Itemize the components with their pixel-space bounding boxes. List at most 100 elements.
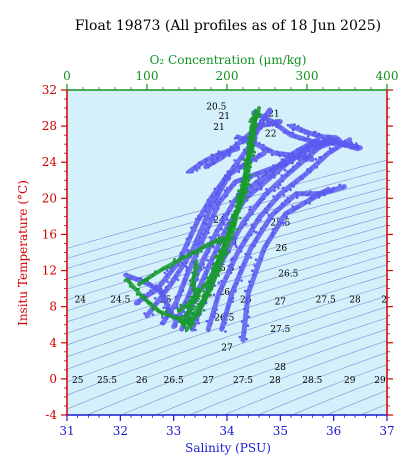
salinity-point [234,243,237,246]
oxygen-point [184,326,187,330]
oxygen-point [147,276,150,279]
salinity-point [299,127,303,130]
salinity-point [198,240,202,243]
salinity-point [331,143,335,146]
salinity-point [189,236,192,239]
salinity-point [273,175,276,179]
density-contour [395,377,417,415]
salinity-point [323,193,326,197]
salinity-point [249,233,253,237]
oxygen-point [227,243,231,247]
oxygen-point [196,295,200,299]
salinity-point [275,211,278,214]
salinity-point [153,297,157,300]
salinity-point [268,203,271,206]
salinity-point [332,148,335,151]
salinity-point [242,156,245,159]
salinity-point [244,238,247,241]
salinity-point [303,173,307,176]
oxygen-point [251,144,254,147]
salinity-point [350,141,353,144]
oxygen-point [202,295,205,298]
density-contour [189,340,387,415]
salinity-point [200,268,203,272]
salinity-point [262,197,266,201]
salinity-point [279,206,282,210]
oxygen-point [202,290,206,293]
salinity-point [282,161,285,164]
salinity-point [202,233,205,236]
oxygen-point [235,197,238,201]
salinity-point [177,263,181,267]
salinity-point [263,113,266,116]
salinity-point [221,181,225,184]
oxygen-axis-label: O₂ Concentration (μm/kg) [150,53,307,67]
oxygen-point [186,308,190,311]
salinity-point [255,218,258,221]
salinity-point [251,269,254,273]
salinity-point [270,234,274,237]
salinity-point [267,205,271,209]
density-label: 28.5 [302,376,322,386]
salinity-point [262,210,266,214]
salinity-point [249,284,252,288]
salinity-point [285,189,288,193]
salinity-point [148,282,152,285]
density-label: 27 [275,297,287,307]
oxygen-point [244,190,247,193]
salinity-point [295,196,299,199]
salinity-point [259,172,262,176]
salinity-point [205,319,209,323]
salinity-point [263,169,267,173]
oxygen-point [233,223,237,226]
salinity-point [249,190,252,194]
oxygen-point [243,163,247,166]
salinity-point [231,296,235,300]
salinity-point [159,294,163,298]
salinity-point [246,289,250,292]
oxygen-point [195,299,198,303]
salinity-point [298,137,302,141]
density-label: 24.5 [110,295,130,305]
salinity-point [231,256,234,260]
salinity-point [187,242,190,246]
salinity-point [227,154,231,158]
salinity-point [309,196,313,199]
salinity-point [243,331,247,334]
salinity-point [227,264,230,268]
salinity-point [325,140,329,143]
salinity-point [296,194,299,197]
salinity-point [332,186,336,190]
salinity-point [246,310,250,313]
salinity-point [270,217,274,220]
salinity-point [166,280,169,284]
salinity-point [322,137,326,140]
salinity-point [213,200,216,203]
oxygen-point [241,187,245,191]
salinity-point [174,274,177,278]
oxygen-point [160,268,163,272]
salinity-point [245,199,249,202]
oxygen-tick-label: 300 [296,69,319,83]
salinity-point [205,163,209,166]
salinity-point [219,197,222,201]
salinity-point [331,190,335,193]
salinity-point [199,215,202,219]
oxygen-point [189,317,192,320]
salinity-point [265,114,269,117]
salinity-point [297,124,300,128]
salinity-point [222,230,226,233]
salinity-point [266,192,269,195]
salinity-point [222,213,225,217]
salinity-point [280,158,284,161]
salinity-tick-label: 33 [166,424,181,438]
oxygen-point [216,263,220,267]
salinity-point [186,251,189,254]
oxygen-point [230,235,233,239]
salinity-point [302,192,306,195]
salinity-point [174,306,177,310]
density-contour [155,328,387,415]
salinity-point [249,206,252,209]
salinity-point [251,212,254,216]
salinity-point [304,201,308,204]
